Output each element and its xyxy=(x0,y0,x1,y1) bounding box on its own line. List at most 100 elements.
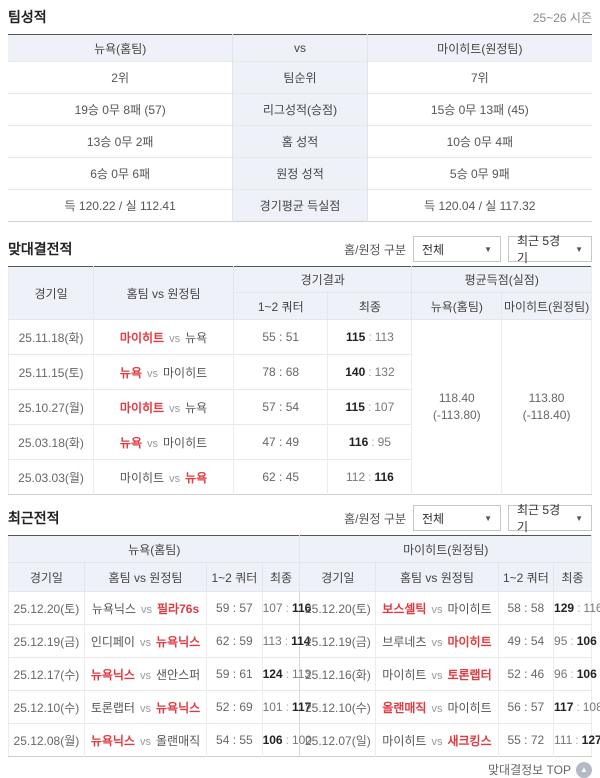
home-away-filter-select[interactable]: 전체 ▼ xyxy=(413,236,501,262)
top-link[interactable]: 맞대결정보 TOP ▲ xyxy=(8,761,592,778)
table-row: 득 120.22 / 실 112.41 경기평균 득실점 득 120.04 / … xyxy=(8,189,592,222)
selected-value: 최근 5경기 xyxy=(517,503,561,534)
recent-record-section: 최근전적 홈/원정 구분 전체 ▼ 최근 5경기 ▼ 뉴욕(홈팀) 마이히트(원… xyxy=(8,503,600,757)
matchup: 인디페이 vs 뉴욕닉스 xyxy=(83,624,207,658)
col-q12: 1~2 쿼터 xyxy=(233,292,329,320)
chevron-down-icon: ▼ xyxy=(484,513,492,523)
matchup: 마이히트 vs 뉴욕 xyxy=(93,459,234,495)
col-match: 홈팀 vs 원정팀 xyxy=(83,562,208,592)
table-row: 25.12.10(수) 토론랩터 vs 뉴욕닉스 52 : 69 101:117 2… xyxy=(8,690,600,724)
col-date: 경기일 xyxy=(8,266,95,320)
recent-filters: 홈/원정 구분 전체 ▼ 최근 5경기 ▼ xyxy=(344,503,592,534)
matchup: 뉴욕닉스 vs 샌안스퍼 xyxy=(83,657,207,691)
stat-label: 원정 성적 xyxy=(232,157,368,190)
final-score: 124:113 xyxy=(261,657,311,691)
away-value: 10승 0무 4패 xyxy=(367,125,592,158)
col-final: 최종 xyxy=(327,292,413,320)
final-score: 111:127 xyxy=(553,723,600,757)
recent-group-header-row: 뉴욕(홈팀) 마이히트(원정팀) xyxy=(8,535,592,563)
stat-label: 경기평균 득실점 xyxy=(232,189,368,222)
q12-score: 57 : 54 xyxy=(233,389,328,425)
table-row: 25.11.15(토) 뉴욕 vs 마이히트 78 : 68 140:132 xyxy=(8,354,592,390)
matchup: 뉴욕닉스 vs 올랜매직 xyxy=(83,723,207,757)
matchup: 마이히트 vs 뉴욕 xyxy=(93,319,234,355)
selected-value: 최근 5경기 xyxy=(517,234,561,265)
recent-subheader-row: 경기일 홈팀 vs 원정팀 1~2 쿼터 최종 경기일 홈팀 vs 원정팀 1~… xyxy=(8,562,592,592)
away-value: 득 120.04 / 실 117.32 xyxy=(367,189,592,222)
game-date: 25.12.19(금) xyxy=(299,624,376,658)
matchup: 뉴욕 vs 마이히트 xyxy=(93,424,234,460)
recent-games-filter-select[interactable]: 최근 5경기 ▼ xyxy=(508,234,592,265)
col-q12: 1~2 쿼터 xyxy=(206,562,263,592)
col-date: 경기일 xyxy=(299,562,377,592)
season-label: 25~26 시즌 xyxy=(532,10,592,25)
matchup: 마이히트 vs 뉴욕 xyxy=(93,389,234,425)
matchup: 뉴욕닉스 vs 필라76s xyxy=(83,591,207,625)
matchup: 토론랩터 vs 뉴욕닉스 xyxy=(83,690,207,724)
matchup: 마이히트 vs 새크킹스 xyxy=(375,723,499,757)
game-date: 25.03.03(월) xyxy=(8,459,94,495)
chevron-down-icon: ▼ xyxy=(575,244,583,254)
stat-label: 홈 성적 xyxy=(232,125,368,158)
final-score: 95:106 xyxy=(553,624,597,658)
chevron-down-icon: ▼ xyxy=(484,244,492,254)
matchup: 뉴욕 vs 마이히트 xyxy=(93,354,234,390)
final-score: 107:116 xyxy=(261,591,311,625)
final-score: 140:132 xyxy=(327,354,412,390)
q12-score: 59 : 57 xyxy=(206,591,263,625)
final-score: 113:114 xyxy=(261,624,310,658)
col-away-avg: 마이히트(원정팀) xyxy=(501,292,592,320)
q12-score: 58 : 58 xyxy=(497,591,554,625)
col-avg-group: 평균득점(실점) xyxy=(411,266,592,293)
away-value: 15승 0무 13패 (45) xyxy=(367,93,592,126)
final-score: 116:95 xyxy=(327,424,412,460)
q12-score: 49 : 54 xyxy=(497,624,554,658)
stat-label: 리그성적(승점) xyxy=(232,93,368,126)
home-avg-points: 118.40 (-113.80) xyxy=(411,319,502,495)
vs-header: vs xyxy=(232,34,368,62)
table-row: 25.12.19(금) 인디페이 vs 뉴욕닉스 62 : 59 113:114 2… xyxy=(8,624,597,658)
matchup: 브루네츠 vs 마이히트 xyxy=(375,624,499,658)
recent-record-table: 뉴욕(홈팀) 마이히트(원정팀) 경기일 홈팀 vs 원정팀 1~2 쿼터 최종… xyxy=(8,535,600,757)
game-date: 25.12.17(수) xyxy=(8,657,85,691)
table-row: 13승 0무 2패 홈 성적 10승 0무 4패 xyxy=(8,125,592,158)
head-to-head-title: 맞대결전적 xyxy=(8,241,73,257)
game-date: 25.12.10(수) xyxy=(299,690,376,724)
game-date: 25.12.10(수) xyxy=(8,690,85,724)
home-value: 득 120.22 / 실 112.41 xyxy=(8,189,233,222)
table-row: 25.12.17(수) 뉴욕닉스 vs 샌안스퍼 59 : 61 124:113 2… xyxy=(8,657,597,691)
recent-games-filter-select[interactable]: 최근 5경기 ▼ xyxy=(508,503,592,534)
q12-score: 47 : 49 xyxy=(233,424,328,460)
top-link-label: 맞대결정보 TOP xyxy=(488,763,571,777)
head-to-head-section: 맞대결전적 홈/원정 구분 전체 ▼ 최근 5경기 ▼ 경기일 홈팀 vs 원정… xyxy=(8,234,592,495)
final-score: 101:117 xyxy=(261,690,311,724)
final-score: 117:108 xyxy=(553,690,600,724)
col-q12: 1~2 쿼터 xyxy=(497,562,555,592)
q12-score: 56 : 57 xyxy=(497,690,554,724)
team-stats-section: 팀성적 25~26 시즌 뉴욕(홈팀) vs 마이히트(원정팀) 2위 팀순위 … xyxy=(8,6,592,222)
selected-value: 전체 xyxy=(422,242,445,257)
q12-score: 54 : 55 xyxy=(206,723,263,757)
game-date: 25.12.08(월) xyxy=(8,723,85,757)
home-value: 19승 0무 8패 (57) xyxy=(8,93,233,126)
col-match: 홈팀 vs 원정팀 xyxy=(93,266,235,320)
game-date: 25.03.18(화) xyxy=(8,424,94,460)
home-away-filter-select[interactable]: 전체 ▼ xyxy=(413,505,501,531)
scroll-top-icon: ▲ xyxy=(576,761,592,778)
game-date: 25.10.27(월) xyxy=(8,389,94,425)
q12-score: 55 : 72 xyxy=(497,723,554,757)
q12-score: 52 : 46 xyxy=(497,657,554,691)
table-row: 25.12.20(토) 뉴욕닉스 vs 필라76s 59 : 57 107:116 … xyxy=(8,591,600,625)
h2h-filters: 홈/원정 구분 전체 ▼ 최근 5경기 ▼ xyxy=(344,234,592,265)
q12-score: 78 : 68 xyxy=(233,354,328,390)
game-date: 25.12.20(토) xyxy=(8,591,85,625)
away-team-header: 마이히트(원정팀) xyxy=(367,34,592,62)
col-match: 홈팀 vs 원정팀 xyxy=(375,562,499,592)
h2h-header-row-2: 1~2 쿼터 최종 뉴욕(홈팀) 마이히트(원정팀) xyxy=(9,292,592,320)
game-date: 25.12.16(화) xyxy=(299,657,376,691)
team-stats-title: 팀성적 xyxy=(8,9,47,25)
home-value: 6승 0무 6패 xyxy=(8,157,233,190)
head-to-head-table: 경기일 홈팀 vs 원정팀 경기결과 평균득점(실점) 1~2 쿼터 최종 뉴욕… xyxy=(8,266,592,495)
recent-record-title: 최근전적 xyxy=(8,510,60,526)
col-date: 경기일 xyxy=(8,562,85,592)
